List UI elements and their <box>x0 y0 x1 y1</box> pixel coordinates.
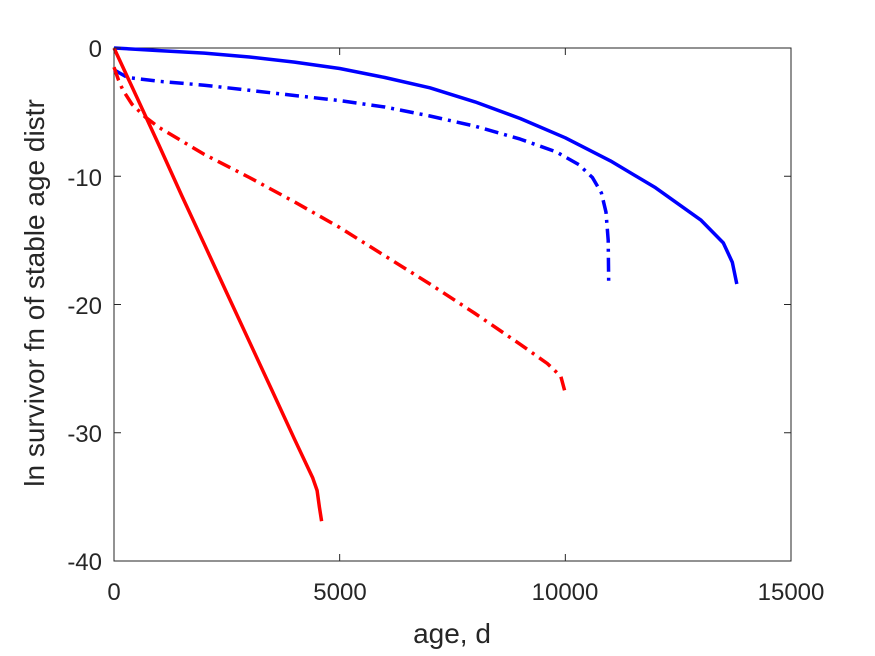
series-line-3 <box>112 47 324 522</box>
xtick-label-3: 15000 <box>758 579 825 606</box>
xtick-label-2: 10000 <box>532 579 599 606</box>
series-layer <box>112 46 739 522</box>
tick-layer <box>113 47 792 562</box>
xtick-label-1: 5000 <box>313 579 366 606</box>
xtick-labels: 0 5000 10000 15000 <box>107 579 824 606</box>
xtick-label-0: 0 <box>107 579 120 606</box>
ytick-labels: 0 -10 -20 -30 -40 <box>67 36 102 576</box>
ytick-label-4: -40 <box>67 549 102 576</box>
plot-area <box>113 47 792 562</box>
ytick-label-2: -20 <box>67 293 102 320</box>
ytick-label-1: -10 <box>67 165 102 192</box>
series-line-1 <box>113 68 611 285</box>
series-line-2 <box>112 66 567 394</box>
x-axis-label: age, d <box>413 618 491 649</box>
series-line-0 <box>113 46 739 285</box>
ytick-label-0: 0 <box>89 36 102 63</box>
ytick-label-3: -30 <box>67 421 102 448</box>
y-axis-label: ln survivor fn of stable age distr <box>19 99 50 487</box>
